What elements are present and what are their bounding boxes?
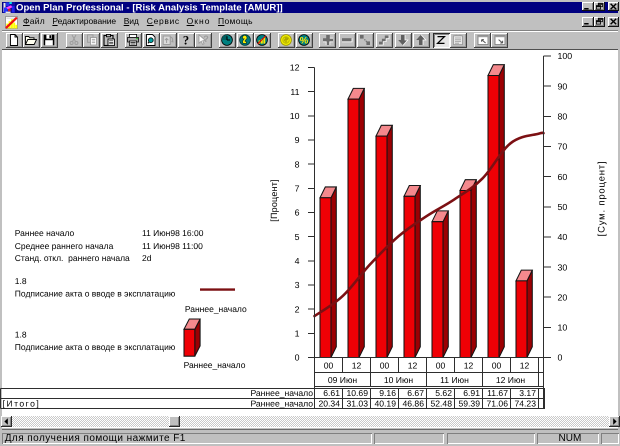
svg-text:Станд. откл. раннего начала: Станд. откл. раннего начала: [15, 253, 130, 263]
svg-text:30: 30: [558, 262, 568, 272]
svg-text:40.19: 40.19: [374, 398, 396, 408]
svg-text:?: ?: [203, 34, 209, 44]
svg-text:40: 40: [558, 232, 568, 242]
svg-text:9.16: 9.16: [379, 388, 396, 398]
svg-text:8: 8: [295, 159, 300, 169]
svg-text:9: 9: [295, 135, 300, 145]
svg-text:12: 12: [520, 360, 530, 370]
svg-text:46.86: 46.86: [402, 398, 424, 408]
svg-text:11 Июн98 11:00: 11 Июн98 11:00: [142, 241, 203, 251]
svg-text:12: 12: [352, 360, 362, 370]
svg-text:20.34: 20.34: [318, 398, 340, 408]
svg-text:11 Июн98 16:00: 11 Июн98 16:00: [142, 228, 204, 238]
svg-text:7: 7: [295, 184, 300, 194]
svg-text:6: 6: [295, 208, 300, 218]
svg-text:Раннее начало: Раннее начало: [15, 228, 75, 238]
svg-text:6.67: 6.67: [407, 388, 424, 398]
svg-text:Раннее_начало: Раннее_начало: [184, 360, 246, 370]
svg-text:80: 80: [558, 112, 568, 122]
svg-text:3: 3: [295, 280, 300, 290]
svg-text:5.62: 5.62: [435, 388, 452, 398]
svg-text:11.67: 11.67: [487, 388, 508, 398]
svg-text:[Сум. процент]: [Сум. процент]: [597, 161, 608, 237]
svg-text:Раннее_начало: Раннее_начало: [250, 398, 313, 408]
svg-text:0: 0: [558, 353, 563, 363]
svg-text:90: 90: [558, 81, 568, 91]
svg-text:20: 20: [558, 292, 568, 302]
svg-text:71.06: 71.06: [486, 398, 508, 408]
svg-text:[Процент]: [Процент]: [269, 179, 279, 221]
svg-text:Подписание акта о вводе в эксп: Подписание акта о вводе в эксплатацию: [15, 289, 176, 299]
svg-text:10.69: 10.69: [346, 388, 368, 398]
svg-text:11 Июн: 11 Июн: [440, 375, 469, 385]
svg-text:60: 60: [558, 172, 568, 182]
svg-text:10: 10: [290, 111, 300, 121]
svg-text:6.61: 6.61: [323, 388, 340, 398]
svg-text:4: 4: [295, 256, 300, 266]
svg-text:2: 2: [295, 304, 300, 314]
svg-text:10: 10: [558, 323, 568, 333]
svg-text:[Итого]: [Итого]: [3, 398, 41, 408]
svg-text:00: 00: [492, 360, 502, 370]
svg-text:Open Plan Professional - [Risk: Open Plan Professional - [Risk Analysis …: [16, 3, 283, 14]
svg-text:3.17: 3.17: [519, 388, 536, 398]
svg-text:00: 00: [380, 360, 390, 370]
svg-text:11: 11: [290, 87, 299, 97]
svg-text:1: 1: [295, 329, 300, 339]
svg-text:1.8: 1.8: [15, 330, 27, 340]
svg-text:%: %: [299, 35, 308, 46]
svg-text:00: 00: [436, 360, 446, 370]
svg-text:10 Июн: 10 Июн: [384, 375, 414, 385]
svg-text:59.39: 59.39: [458, 398, 480, 408]
svg-text:12: 12: [408, 360, 418, 370]
svg-text:00: 00: [324, 360, 334, 370]
svg-text:Среднее раннего начала: Среднее раннего начала: [15, 241, 114, 251]
svg-text:31.03: 31.03: [346, 398, 368, 408]
svg-text:70: 70: [558, 142, 568, 152]
svg-text:09 Июн: 09 Июн: [328, 375, 358, 385]
svg-text:12: 12: [290, 63, 300, 73]
svg-text:12 Июн: 12 Июн: [496, 375, 526, 385]
svg-text:100: 100: [558, 51, 573, 61]
svg-text:12: 12: [464, 360, 474, 370]
svg-text:Раннее_начало: Раннее_начало: [250, 388, 313, 398]
svg-text:?: ?: [183, 34, 189, 46]
svg-text:0: 0: [295, 353, 300, 363]
svg-text:52.48: 52.48: [430, 398, 452, 408]
svg-text:74.23: 74.23: [514, 398, 536, 408]
svg-text:1.8: 1.8: [15, 276, 27, 286]
svg-text:6.91: 6.91: [463, 388, 480, 398]
svg-text:2d: 2d: [142, 253, 152, 263]
svg-text:Раннее_начало: Раннее_начало: [185, 304, 247, 314]
svg-text:Подписание акта о вводе в эксп: Подписание акта о вводе в эксплатацию: [15, 342, 176, 352]
svg-text:5: 5: [295, 232, 300, 242]
svg-text:50: 50: [558, 202, 568, 212]
